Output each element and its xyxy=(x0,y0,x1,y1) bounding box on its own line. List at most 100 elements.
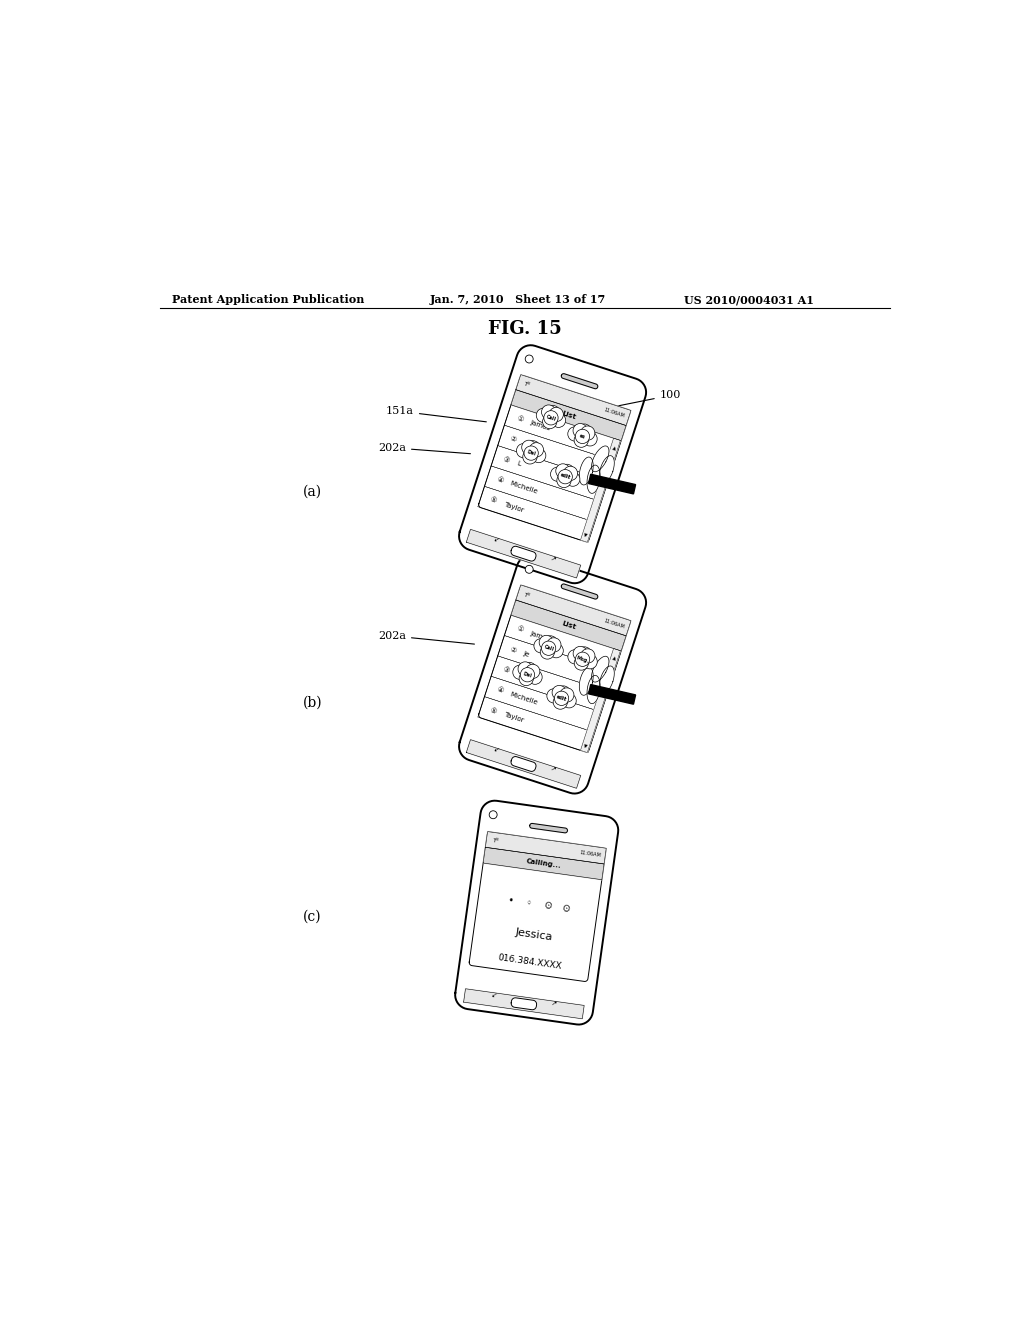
Circle shape xyxy=(560,688,573,702)
Circle shape xyxy=(489,810,497,818)
Circle shape xyxy=(553,694,567,709)
Polygon shape xyxy=(529,824,567,833)
Polygon shape xyxy=(580,457,593,484)
Text: James: James xyxy=(529,420,551,432)
Circle shape xyxy=(518,661,532,676)
Circle shape xyxy=(525,355,534,363)
Text: 016.384.XXXX: 016.384.XXXX xyxy=(498,953,562,970)
Circle shape xyxy=(528,671,542,684)
Circle shape xyxy=(575,652,590,667)
Text: (b): (b) xyxy=(303,696,323,709)
Polygon shape xyxy=(511,601,626,651)
Polygon shape xyxy=(478,486,595,543)
Circle shape xyxy=(573,647,588,660)
Circle shape xyxy=(562,693,577,708)
Polygon shape xyxy=(485,832,606,865)
Text: 11:06AM: 11:06AM xyxy=(603,408,626,420)
Polygon shape xyxy=(455,801,618,1024)
Circle shape xyxy=(554,692,568,705)
Text: Jessica: Jessica xyxy=(514,927,553,941)
Text: Taylor: Taylor xyxy=(503,711,524,723)
Text: ↗: ↗ xyxy=(551,1001,558,1007)
Text: ④: ④ xyxy=(496,477,504,484)
Circle shape xyxy=(583,655,597,669)
Text: •: • xyxy=(507,895,514,906)
Polygon shape xyxy=(581,648,621,752)
Circle shape xyxy=(556,686,570,700)
Text: ①: ① xyxy=(516,414,523,422)
Text: ↙: ↙ xyxy=(493,536,500,544)
Polygon shape xyxy=(581,438,621,543)
Circle shape xyxy=(520,668,535,682)
Polygon shape xyxy=(599,455,614,483)
Text: Je: Je xyxy=(522,651,530,657)
Circle shape xyxy=(546,405,560,420)
Text: Jessi: Jessi xyxy=(522,440,540,450)
Polygon shape xyxy=(516,375,631,425)
Circle shape xyxy=(521,440,536,454)
Text: L: L xyxy=(516,461,521,467)
Text: ↗: ↗ xyxy=(550,556,557,562)
Polygon shape xyxy=(478,375,630,541)
Circle shape xyxy=(552,685,566,700)
Circle shape xyxy=(578,647,592,661)
Text: ①: ① xyxy=(516,626,523,634)
Text: Jan. 7, 2010   Sheet 13 of 17: Jan. 7, 2010 Sheet 13 of 17 xyxy=(430,294,606,305)
Text: ▲: ▲ xyxy=(611,655,616,661)
Text: Taylor: Taylor xyxy=(503,502,524,513)
Polygon shape xyxy=(589,474,636,494)
Polygon shape xyxy=(505,405,622,461)
Text: 11:06AM: 11:06AM xyxy=(580,850,601,858)
Circle shape xyxy=(544,411,558,425)
Text: edit: edit xyxy=(556,694,567,702)
Text: ◦: ◦ xyxy=(525,898,532,908)
Circle shape xyxy=(523,450,537,465)
Circle shape xyxy=(525,565,534,573)
Text: 100: 100 xyxy=(611,391,681,408)
Circle shape xyxy=(581,649,595,663)
Text: ②: ② xyxy=(509,645,517,653)
Text: Patent Application Publication: Patent Application Publication xyxy=(172,294,364,305)
Circle shape xyxy=(575,429,590,444)
Polygon shape xyxy=(498,635,614,692)
Circle shape xyxy=(583,432,597,446)
Circle shape xyxy=(537,408,551,422)
Text: ⑤: ⑤ xyxy=(489,708,497,714)
Circle shape xyxy=(522,663,537,677)
Text: ▲: ▲ xyxy=(611,445,616,450)
Text: ⊙: ⊙ xyxy=(561,903,570,913)
Polygon shape xyxy=(478,586,630,752)
Text: 202a: 202a xyxy=(378,442,470,454)
Text: Tᴵᴵᴵ: Tᴵᴵᴵ xyxy=(523,591,530,598)
Circle shape xyxy=(531,449,546,463)
Circle shape xyxy=(529,442,544,457)
Polygon shape xyxy=(589,685,636,704)
Polygon shape xyxy=(459,556,646,793)
Polygon shape xyxy=(484,676,601,733)
Circle shape xyxy=(542,405,556,420)
Circle shape xyxy=(547,638,561,652)
Circle shape xyxy=(574,433,589,447)
Circle shape xyxy=(549,644,563,657)
Polygon shape xyxy=(492,656,608,711)
Polygon shape xyxy=(592,446,609,471)
Text: Tᴵᴵᴵ: Tᴵᴵᴵ xyxy=(492,838,499,843)
Text: 202a: 202a xyxy=(378,631,474,644)
Text: ⊙: ⊙ xyxy=(543,900,552,911)
Circle shape xyxy=(513,665,527,680)
Text: edit: edit xyxy=(559,473,571,480)
Polygon shape xyxy=(511,998,537,1010)
Circle shape xyxy=(560,465,574,479)
Polygon shape xyxy=(505,615,622,672)
Text: ④: ④ xyxy=(496,686,504,694)
Polygon shape xyxy=(484,466,601,523)
Circle shape xyxy=(565,473,580,486)
Circle shape xyxy=(543,414,557,429)
Polygon shape xyxy=(459,346,646,583)
Text: James: James xyxy=(529,630,551,642)
Polygon shape xyxy=(483,847,604,879)
Text: Msg.: Msg. xyxy=(575,655,590,664)
Text: ②: ② xyxy=(509,436,517,444)
Text: L: L xyxy=(516,671,521,677)
Polygon shape xyxy=(592,656,609,682)
